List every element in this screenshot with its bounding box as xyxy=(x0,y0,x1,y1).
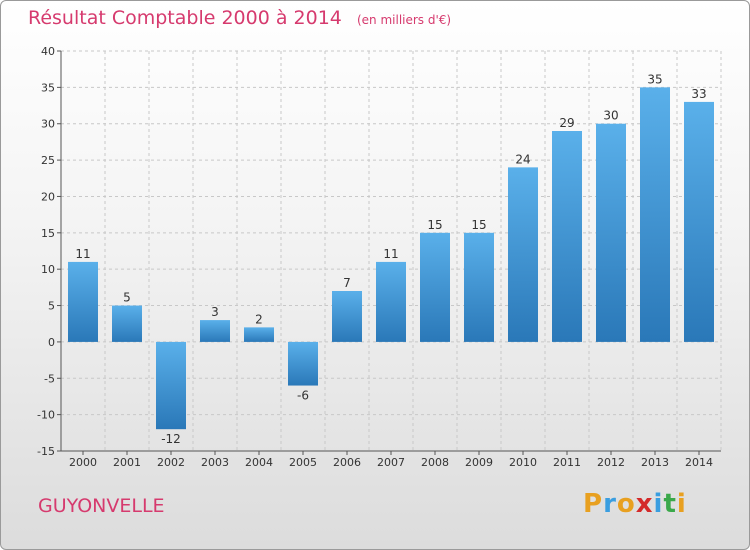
x-tick-label-2010: 2010 xyxy=(509,456,537,469)
bar-2011 xyxy=(552,131,582,342)
chart-title: Résultat Comptable 2000 à 2014 xyxy=(28,7,342,29)
data-label-2000: 11 xyxy=(75,247,90,261)
x-tick-label-2007: 2007 xyxy=(377,456,405,469)
x-tick-label-2001: 2001 xyxy=(113,456,141,469)
x-tick-label-2003: 2003 xyxy=(201,456,229,469)
brand-logo: Proxiti xyxy=(583,489,687,519)
x-tick-label-2013: 2013 xyxy=(641,456,669,469)
brand-letter: r xyxy=(603,489,617,519)
y-tick-label: 35 xyxy=(41,81,55,94)
x-tick-label-2006: 2006 xyxy=(333,456,361,469)
data-label-2003: 3 xyxy=(211,305,219,319)
data-label-2009: 15 xyxy=(471,218,486,232)
bar-2012 xyxy=(596,123,626,342)
y-tick-label: 0 xyxy=(48,336,55,349)
data-label-2007: 11 xyxy=(383,247,398,261)
y-tick-label: -15 xyxy=(37,445,55,458)
x-tick-label-2009: 2009 xyxy=(465,456,493,469)
y-tick-label: 40 xyxy=(41,45,55,58)
bar-layer xyxy=(68,87,714,430)
bar-2009 xyxy=(464,232,494,342)
data-label-2008: 15 xyxy=(427,218,442,232)
data-label-2011: 29 xyxy=(559,116,574,130)
bar-2007 xyxy=(376,261,406,342)
data-label-2010: 24 xyxy=(515,152,530,166)
bar-2002 xyxy=(156,341,186,430)
label-layer: 11 5 -12 3 2 -6 7 11 15 15 24 29 30 35 33 xyxy=(75,72,706,446)
x-tick-label-2014: 2014 xyxy=(685,456,713,469)
brand-letter: P xyxy=(583,489,604,519)
y-tick-label: 5 xyxy=(48,300,55,313)
x-tick-label-2012: 2012 xyxy=(597,456,625,469)
bar-2014 xyxy=(684,101,714,342)
bar-2005 xyxy=(288,341,318,386)
commune-name: GUYONVELLE xyxy=(38,495,165,517)
chart-subtitle: (en milliers d'€) xyxy=(356,13,452,27)
bar-2010 xyxy=(508,167,538,342)
y-tick-label: -5 xyxy=(44,372,55,385)
x-tick-label-2008: 2008 xyxy=(421,456,449,469)
data-label-2006: 7 xyxy=(343,276,351,290)
x-tick-label-2000: 2000 xyxy=(69,456,97,469)
brand-letter: i xyxy=(653,489,664,519)
brand-letter: t xyxy=(663,489,677,519)
bar-2013 xyxy=(640,87,670,342)
y-tick-label: 10 xyxy=(41,263,55,276)
data-label-2012: 30 xyxy=(603,109,618,123)
bar-2004 xyxy=(244,327,274,342)
brand-letter: i xyxy=(676,489,687,519)
bar-2001 xyxy=(112,305,142,342)
brand-letter: x xyxy=(635,489,654,519)
x-tick-label-2004: 2004 xyxy=(245,456,273,469)
y-tick-label: 20 xyxy=(41,190,55,203)
bar-2003 xyxy=(200,320,230,342)
y-tick-label: -10 xyxy=(37,409,55,422)
bar-2006 xyxy=(332,291,362,342)
data-label-2005: -6 xyxy=(297,389,309,403)
brand-letter: o xyxy=(616,489,636,519)
bar-2000 xyxy=(68,261,98,342)
data-label-2001: 5 xyxy=(123,291,131,305)
y-tick-label: 30 xyxy=(41,118,55,131)
title-row: Résultat Comptable 2000 à 2014 (en milli… xyxy=(28,7,451,29)
y-tick-label: 15 xyxy=(41,227,55,240)
x-tick-label-2005: 2005 xyxy=(289,456,317,469)
y-tick-label: 25 xyxy=(41,154,55,167)
bar-2008 xyxy=(420,232,450,342)
x-tick-label-2011: 2011 xyxy=(553,456,581,469)
data-label-2002: -12 xyxy=(161,432,181,446)
x-tick-label-2002: 2002 xyxy=(157,456,185,469)
data-label-2014: 33 xyxy=(691,87,706,101)
data-label-2013: 35 xyxy=(647,72,662,86)
data-label-2004: 2 xyxy=(255,312,263,326)
